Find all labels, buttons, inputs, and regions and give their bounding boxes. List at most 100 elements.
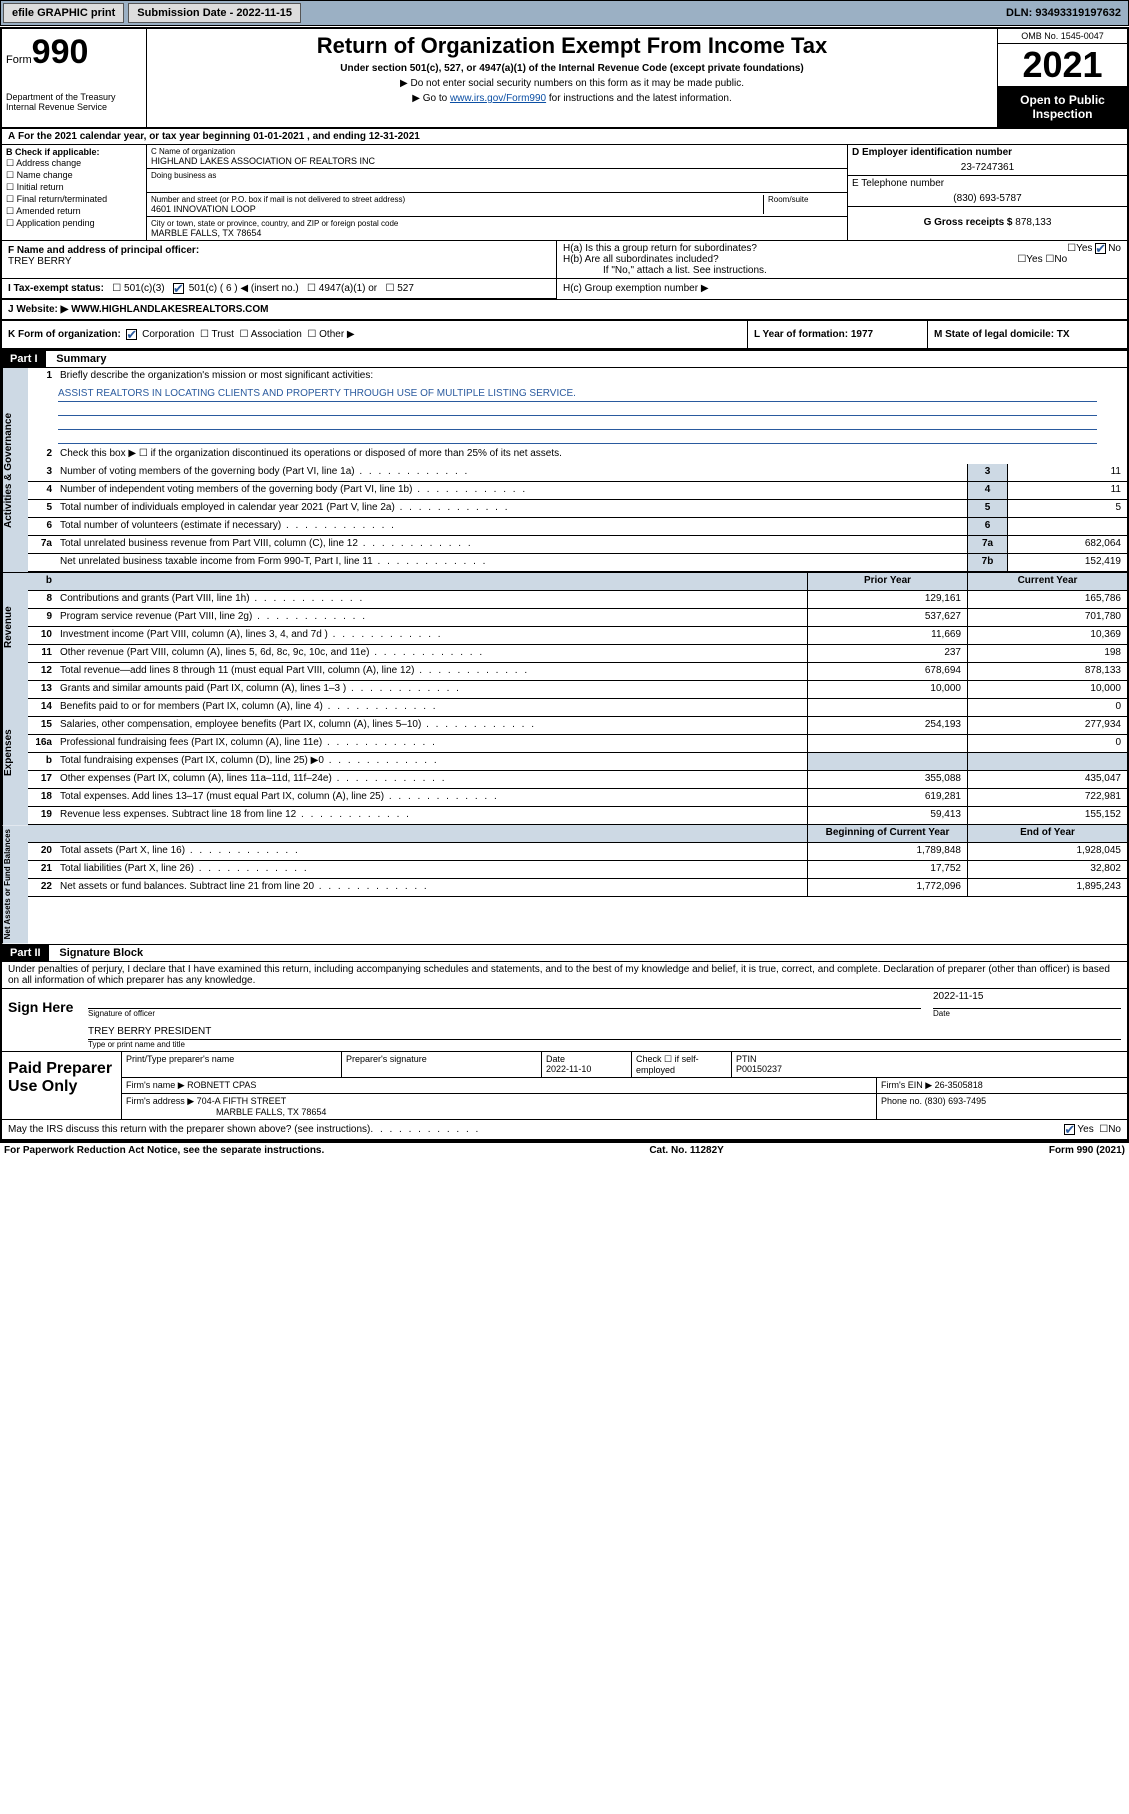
sig-name-label: Type or print name and title [88, 1040, 1121, 1049]
k-corp: Corporation [142, 329, 194, 340]
section-j: J Website: ▶ WWW.HIGHLANDLAKESREALTORS.C… [2, 300, 1127, 321]
note2-post: for instructions and the latest informat… [546, 93, 732, 104]
revenue-block: Revenue b Prior Year Current Year 8Contr… [2, 572, 1127, 681]
form-header: Form990 Department of the Treasury Inter… [2, 29, 1127, 129]
table-row: 7aTotal unrelated business revenue from … [28, 536, 1127, 554]
sections-deg: D Employer identification number 23-7247… [847, 145, 1127, 240]
ptin-label: PTIN [736, 1054, 757, 1064]
prep-sig-label: Preparer's signature [342, 1052, 542, 1077]
table-row: 16aProfessional fundraising fees (Part I… [28, 735, 1127, 753]
sig-date-label: Date [933, 1009, 1121, 1018]
website-label: J Website: ▶ [8, 304, 68, 315]
section-b: B Check if applicable: ☐ Address change … [2, 145, 147, 240]
firm-ein-value: 26-3505818 [935, 1080, 983, 1090]
table-row: 15Salaries, other compensation, employee… [28, 717, 1127, 735]
header-right: OMB No. 1545-0047 2021 Open to Public In… [997, 29, 1127, 127]
signature-block: Under penalties of perjury, I declare th… [2, 962, 1127, 1141]
col-current: Current Year [967, 573, 1127, 590]
prep-date-value: 2022-11-10 [546, 1064, 591, 1074]
opt-4947: 4947(a)(1) or [319, 283, 377, 294]
year-formation: L Year of formation: 1977 [754, 329, 873, 340]
prep-phone-label: Phone no. [881, 1096, 922, 1106]
chk-name-change[interactable]: ☐ Name change [6, 170, 142, 181]
chk-initial-return[interactable]: ☐ Initial return [6, 182, 142, 193]
table-row: 5Total number of individuals employed in… [28, 500, 1127, 518]
section-a: A For the 2021 calendar year, or tax yea… [2, 129, 1127, 145]
col-end: End of Year [967, 825, 1127, 842]
table-row: bTotal fundraising expenses (Part IX, co… [28, 753, 1127, 771]
street-value: 4601 INNOVATION LOOP [151, 204, 763, 214]
dept-label: Department of the Treasury [6, 92, 142, 102]
form-title: Return of Organization Exempt From Incom… [151, 33, 993, 59]
firm-name-value: ROBNETT CPAS [187, 1080, 256, 1090]
phone-label: E Telephone number [852, 178, 944, 189]
rev-header-row: b Prior Year Current Year [28, 573, 1127, 591]
table-row: 20Total assets (Part X, line 16)1,789,84… [28, 843, 1127, 861]
form-prefix: Form [6, 54, 32, 66]
ha-label: H(a) Is this a group return for subordin… [563, 243, 757, 254]
hb-note: If "No," attach a list. See instructions… [563, 265, 1121, 276]
form-number: 990 [32, 33, 89, 71]
table-row: 18Total expenses. Add lines 13–17 (must … [28, 789, 1127, 807]
org-name: HIGHLAND LAKES ASSOCIATION OF REALTORS I… [151, 156, 843, 166]
may-irs-yes [1064, 1124, 1075, 1135]
chk-application-pending[interactable]: ☐ Application pending [6, 218, 142, 229]
section-c: C Name of organization HIGHLAND LAKES AS… [147, 145, 847, 240]
efile-print-button[interactable]: efile GRAPHIC print [3, 3, 124, 23]
table-row: Net unrelated business taxable income fr… [28, 554, 1127, 572]
part2-header-bar: Part II Signature Block [2, 944, 1127, 962]
table-row: 14Benefits paid to or for members (Part … [28, 699, 1127, 717]
dln-label: DLN: 93493319197632 [1006, 7, 1126, 19]
gross-value: 878,133 [1015, 217, 1051, 228]
ein-label: D Employer identification number [852, 147, 1012, 158]
table-row: 9Program service revenue (Part VIII, lin… [28, 609, 1127, 627]
footer-mid: Cat. No. 11282Y [324, 1145, 1049, 1156]
ha-no-check [1095, 243, 1106, 254]
firm-addr-label: Firm's address ▶ [126, 1096, 194, 1106]
table-row: 17Other expenses (Part IX, column (A), l… [28, 771, 1127, 789]
form-note2: ▶ Go to www.irs.gov/Form990 for instruct… [151, 93, 993, 104]
irs-link[interactable]: www.irs.gov/Form990 [450, 93, 546, 104]
part2-tag: Part II [2, 945, 49, 961]
city-label: City or town, state or province, country… [151, 219, 843, 228]
prep-phone-value: (830) 693-7495 [925, 1096, 987, 1106]
sig-officer-label: Signature of officer [88, 1009, 921, 1018]
irs-label: Internal Revenue Service [6, 102, 142, 112]
prep-check: Check ☐ if self-employed [632, 1052, 732, 1077]
k-trust: Trust [212, 329, 234, 340]
section-m: M State of legal domicile: TX [927, 321, 1127, 348]
netassets-block: Net Assets or Fund Balances Beginning of… [2, 825, 1127, 943]
table-row: 11Other revenue (Part VIII, column (A), … [28, 645, 1127, 663]
submission-date-button[interactable]: Submission Date - 2022-11-15 [128, 3, 301, 23]
ptin-value: P00150237 [736, 1064, 782, 1074]
ein-value: 23-7247361 [852, 162, 1123, 173]
tax-year: 2021 [998, 44, 1127, 87]
side-revenue: Revenue [2, 573, 28, 681]
line2-text: Check this box ▶ ☐ if the organization d… [56, 446, 1127, 464]
chk-amended[interactable]: ☐ Amended return [6, 206, 142, 217]
footer-left: For Paperwork Reduction Act Notice, see … [4, 1145, 324, 1156]
form-org-label: K Form of organization: [8, 329, 121, 340]
table-row: 10Investment income (Part VIII, column (… [28, 627, 1127, 645]
may-irs-row: May the IRS discuss this return with the… [2, 1119, 1127, 1141]
table-row: 22Net assets or fund balances. Subtract … [28, 879, 1127, 897]
section-b-label: B Check if applicable: [6, 147, 100, 157]
city-value: MARBLE FALLS, TX 78654 [151, 228, 843, 238]
opt-501c3: 501(c)(3) [124, 283, 165, 294]
form-subtitle: Under section 501(c), 527, or 4947(a)(1)… [151, 63, 993, 74]
chk-final-return[interactable]: ☐ Final return/terminated [6, 194, 142, 205]
section-k: K Form of organization: Corporation ☐ Tr… [2, 321, 747, 348]
page-footer: For Paperwork Reduction Act Notice, see … [0, 1143, 1129, 1158]
table-row: 12Total revenue—add lines 8 through 11 (… [28, 663, 1127, 681]
header-left: Form990 Department of the Treasury Inter… [2, 29, 147, 127]
note2-pre: ▶ Go to [412, 93, 450, 104]
firm-addr-value: 704-A FIFTH STREET [197, 1096, 287, 1106]
section-l: L Year of formation: 1977 [747, 321, 927, 348]
side-netassets: Net Assets or Fund Balances [2, 825, 28, 943]
opt-527: 527 [397, 283, 414, 294]
footer-right: Form 990 (2021) [1049, 1145, 1125, 1156]
chk-address-change[interactable]: ☐ Address change [6, 158, 142, 169]
col-begin: Beginning of Current Year [807, 825, 967, 842]
org-name-label: C Name of organization [151, 147, 843, 156]
firm-ein-label: Firm's EIN ▶ [881, 1080, 932, 1090]
